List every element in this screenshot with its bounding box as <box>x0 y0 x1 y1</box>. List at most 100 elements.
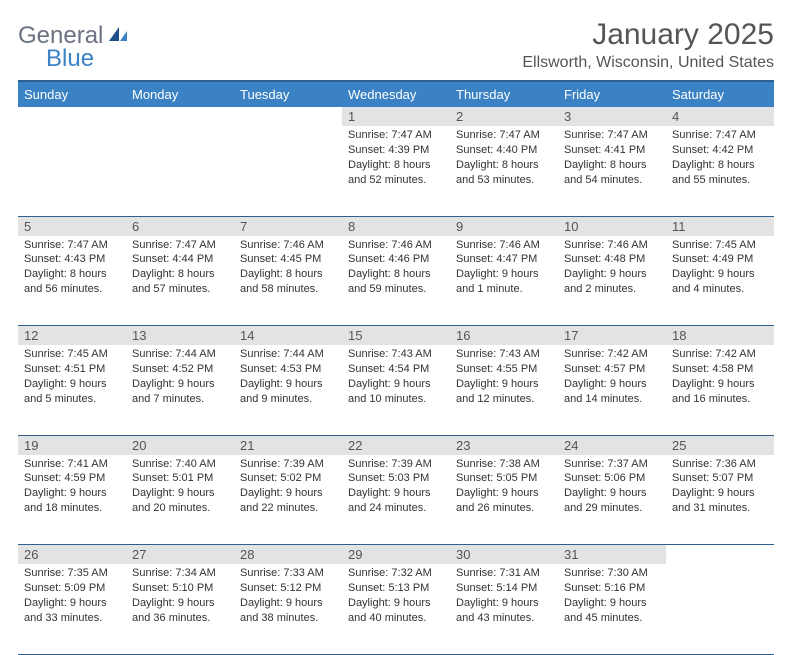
sunrise-line: Sunrise: 7:40 AM <box>132 457 228 472</box>
day-details: Sunrise: 7:42 AMSunset: 4:57 PMDaylight:… <box>558 345 666 410</box>
day-number: 15 <box>342 326 450 346</box>
day-number: 22 <box>342 435 450 455</box>
sunset-line: Sunset: 4:53 PM <box>240 362 336 377</box>
sunrise-line: Sunrise: 7:44 AM <box>132 347 228 362</box>
sunset-line: Sunset: 5:01 PM <box>132 471 228 486</box>
daylight-line: Daylight: 9 hours and 10 minutes. <box>348 377 444 407</box>
sunrise-line: Sunrise: 7:47 AM <box>348 128 444 143</box>
day-number: 12 <box>18 326 126 346</box>
logo-line2: Blue <box>18 45 94 73</box>
daylight-line: Daylight: 9 hours and 20 minutes. <box>132 486 228 516</box>
sunset-line: Sunset: 5:12 PM <box>240 581 336 596</box>
sunrise-line: Sunrise: 7:46 AM <box>564 238 660 253</box>
daynum-row: 12131415161718 <box>18 326 774 346</box>
calendar-cell <box>18 126 126 216</box>
month-title: January 2025 <box>522 18 774 52</box>
day-number: 19 <box>18 435 126 455</box>
calendar-cell: Sunrise: 7:34 AMSunset: 5:10 PMDaylight:… <box>126 564 234 654</box>
calendar-table: SundayMondayTuesdayWednesdayThursdayFrid… <box>18 80 774 655</box>
day-number: 1 <box>342 107 450 126</box>
calendar-cell: Sunrise: 7:47 AMSunset: 4:41 PMDaylight:… <box>558 126 666 216</box>
day-details: Sunrise: 7:47 AMSunset: 4:41 PMDaylight:… <box>558 126 666 191</box>
daylight-line: Daylight: 9 hours and 18 minutes. <box>24 486 120 516</box>
day-number: 11 <box>666 216 774 236</box>
daylight-line: Daylight: 9 hours and 26 minutes. <box>456 486 552 516</box>
daylight-line: Daylight: 9 hours and 22 minutes. <box>240 486 336 516</box>
daylight-line: Daylight: 9 hours and 36 minutes. <box>132 596 228 626</box>
sunset-line: Sunset: 4:43 PM <box>24 252 120 267</box>
calendar-body: 1234Sunrise: 7:47 AMSunset: 4:39 PMDayli… <box>18 107 774 654</box>
weekday-header: Saturday <box>666 81 774 107</box>
day-number: 6 <box>126 216 234 236</box>
daylight-line: Daylight: 8 hours and 58 minutes. <box>240 267 336 297</box>
daylight-line: Daylight: 9 hours and 29 minutes. <box>564 486 660 516</box>
day-details: Sunrise: 7:39 AMSunset: 5:02 PMDaylight:… <box>234 455 342 520</box>
sunrise-line: Sunrise: 7:30 AM <box>564 566 660 581</box>
weekday-header: Monday <box>126 81 234 107</box>
sunset-line: Sunset: 5:16 PM <box>564 581 660 596</box>
sunset-line: Sunset: 4:39 PM <box>348 143 444 158</box>
sunrise-line: Sunrise: 7:35 AM <box>24 566 120 581</box>
header: General January 2025 Ellsworth, Wisconsi… <box>18 18 774 72</box>
day-number: 18 <box>666 326 774 346</box>
day-details: Sunrise: 7:34 AMSunset: 5:10 PMDaylight:… <box>126 564 234 629</box>
calendar-cell: Sunrise: 7:42 AMSunset: 4:57 PMDaylight:… <box>558 345 666 435</box>
calendar-cell: Sunrise: 7:40 AMSunset: 5:01 PMDaylight:… <box>126 455 234 545</box>
calendar-cell: Sunrise: 7:43 AMSunset: 4:54 PMDaylight:… <box>342 345 450 435</box>
location: Ellsworth, Wisconsin, United States <box>522 54 774 72</box>
calendar-cell: Sunrise: 7:45 AMSunset: 4:51 PMDaylight:… <box>18 345 126 435</box>
daylight-line: Daylight: 9 hours and 2 minutes. <box>564 267 660 297</box>
sunrise-line: Sunrise: 7:37 AM <box>564 457 660 472</box>
weekday-header: Sunday <box>18 81 126 107</box>
sunset-line: Sunset: 5:05 PM <box>456 471 552 486</box>
day-details: Sunrise: 7:46 AMSunset: 4:47 PMDaylight:… <box>450 236 558 301</box>
day-number: 30 <box>450 545 558 565</box>
sunrise-line: Sunrise: 7:46 AM <box>240 238 336 253</box>
day-number: 10 <box>558 216 666 236</box>
daylight-line: Daylight: 8 hours and 53 minutes. <box>456 158 552 188</box>
day-number: 13 <box>126 326 234 346</box>
sunset-line: Sunset: 4:55 PM <box>456 362 552 377</box>
day-details: Sunrise: 7:32 AMSunset: 5:13 PMDaylight:… <box>342 564 450 629</box>
daylight-line: Daylight: 9 hours and 33 minutes. <box>24 596 120 626</box>
daylight-line: Daylight: 9 hours and 1 minute. <box>456 267 552 297</box>
sunrise-line: Sunrise: 7:47 AM <box>564 128 660 143</box>
calendar-cell: Sunrise: 7:37 AMSunset: 5:06 PMDaylight:… <box>558 455 666 545</box>
sunrise-line: Sunrise: 7:44 AM <box>240 347 336 362</box>
calendar-cell: Sunrise: 7:47 AMSunset: 4:44 PMDaylight:… <box>126 236 234 326</box>
sunset-line: Sunset: 5:02 PM <box>240 471 336 486</box>
calendar-week-row: Sunrise: 7:35 AMSunset: 5:09 PMDaylight:… <box>18 564 774 654</box>
sunrise-line: Sunrise: 7:43 AM <box>348 347 444 362</box>
day-details: Sunrise: 7:46 AMSunset: 4:46 PMDaylight:… <box>342 236 450 301</box>
daylight-line: Daylight: 9 hours and 24 minutes. <box>348 486 444 516</box>
calendar-week-row: Sunrise: 7:41 AMSunset: 4:59 PMDaylight:… <box>18 455 774 545</box>
daylight-line: Daylight: 9 hours and 9 minutes. <box>240 377 336 407</box>
daylight-line: Daylight: 8 hours and 54 minutes. <box>564 158 660 188</box>
day-details: Sunrise: 7:47 AMSunset: 4:42 PMDaylight:… <box>666 126 774 191</box>
daylight-line: Daylight: 8 hours and 57 minutes. <box>132 267 228 297</box>
sunset-line: Sunset: 4:40 PM <box>456 143 552 158</box>
calendar-cell: Sunrise: 7:42 AMSunset: 4:58 PMDaylight:… <box>666 345 774 435</box>
daylight-line: Daylight: 9 hours and 14 minutes. <box>564 377 660 407</box>
sunset-line: Sunset: 4:47 PM <box>456 252 552 267</box>
day-details: Sunrise: 7:41 AMSunset: 4:59 PMDaylight:… <box>18 455 126 520</box>
daylight-line: Daylight: 9 hours and 38 minutes. <box>240 596 336 626</box>
calendar-cell: Sunrise: 7:38 AMSunset: 5:05 PMDaylight:… <box>450 455 558 545</box>
sunset-line: Sunset: 4:44 PM <box>132 252 228 267</box>
calendar-cell: Sunrise: 7:44 AMSunset: 4:53 PMDaylight:… <box>234 345 342 435</box>
calendar-week-row: Sunrise: 7:45 AMSunset: 4:51 PMDaylight:… <box>18 345 774 435</box>
daynum-row: 262728293031 <box>18 545 774 565</box>
day-details: Sunrise: 7:47 AMSunset: 4:40 PMDaylight:… <box>450 126 558 191</box>
daylight-line: Daylight: 9 hours and 7 minutes. <box>132 377 228 407</box>
daylight-line: Daylight: 9 hours and 4 minutes. <box>672 267 768 297</box>
calendar-cell: Sunrise: 7:35 AMSunset: 5:09 PMDaylight:… <box>18 564 126 654</box>
sunrise-line: Sunrise: 7:39 AM <box>240 457 336 472</box>
day-number: 31 <box>558 545 666 565</box>
sunrise-line: Sunrise: 7:46 AM <box>348 238 444 253</box>
sunrise-line: Sunrise: 7:34 AM <box>132 566 228 581</box>
day-details: Sunrise: 7:44 AMSunset: 4:53 PMDaylight:… <box>234 345 342 410</box>
calendar-cell <box>234 126 342 216</box>
daylight-line: Daylight: 8 hours and 55 minutes. <box>672 158 768 188</box>
day-details: Sunrise: 7:36 AMSunset: 5:07 PMDaylight:… <box>666 455 774 520</box>
logo-sail-icon <box>107 23 129 50</box>
